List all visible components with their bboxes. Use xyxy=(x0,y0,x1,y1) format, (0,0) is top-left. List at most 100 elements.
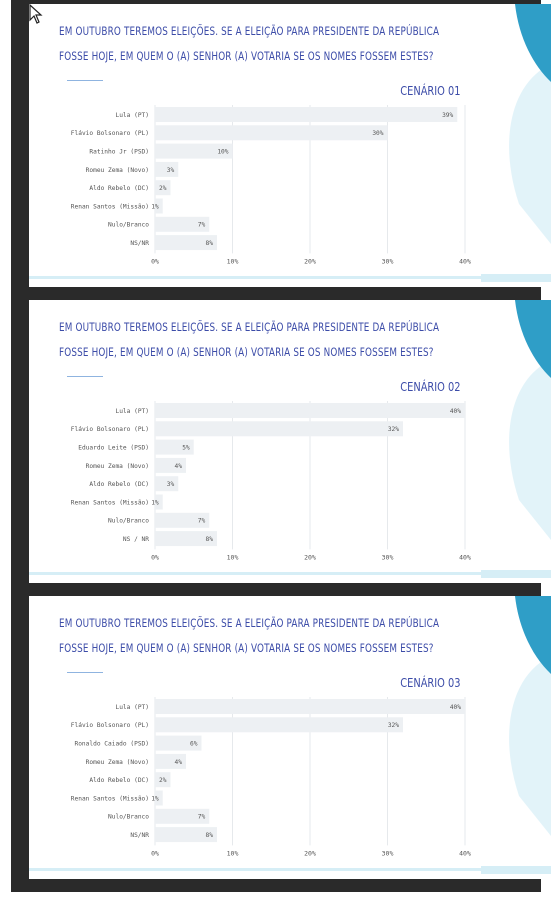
question-line-1: EM OUTUBRO TEREMOS ELEIÇÕES. SE A ELEIÇÃ… xyxy=(59,616,440,630)
x-tick-label: 10% xyxy=(227,849,239,857)
bar xyxy=(155,198,163,214)
category-label: Renan Santos (Missão) xyxy=(71,795,149,802)
category-label: NS / NR xyxy=(123,536,149,543)
question-line-1: EM OUTUBRO TEREMOS ELEIÇÕES. SE A ELEIÇÃ… xyxy=(59,24,440,38)
value-label: 8% xyxy=(206,832,214,839)
question-line-1: EM OUTUBRO TEREMOS ELEIÇÕES. SE A ELEIÇÃ… xyxy=(59,320,440,334)
value-label: 30% xyxy=(372,130,383,137)
category-label: Lula (PT) xyxy=(115,112,149,119)
x-tick-label: 40% xyxy=(459,553,471,561)
x-tick-label: 20% xyxy=(304,849,316,857)
decor-corner-shape xyxy=(515,4,551,82)
value-label: 6% xyxy=(190,741,198,748)
decor-corner-shape xyxy=(515,300,551,378)
value-label: 40% xyxy=(450,408,461,415)
cenario-02-decor xyxy=(29,300,551,578)
category-label: Aldo Rebelo (DC) xyxy=(89,185,149,192)
category-label: Romeu Zema (Novo) xyxy=(86,759,149,766)
bar xyxy=(155,512,210,528)
category-label: Lula (PT) xyxy=(115,408,149,415)
value-label: 7% xyxy=(198,518,206,525)
category-label: Ratinho Jr (PSD) xyxy=(89,149,149,156)
slide-cenario-01[interactable]: EM OUTUBRO TEREMOS ELEIÇÕES. SE A ELEIÇÃ… xyxy=(29,4,551,287)
slide-cenario-03[interactable]: EM OUTUBRO TEREMOS ELEIÇÕES. SE A ELEIÇÃ… xyxy=(29,596,551,879)
category-label: Flávio Bolsonaro (PL) xyxy=(71,129,149,137)
x-tick-label: 10% xyxy=(227,257,239,265)
category-label: Renan Santos (Missão) xyxy=(71,203,149,210)
value-label: 4% xyxy=(175,463,183,470)
x-tick-label: 0% xyxy=(151,257,159,265)
category-label: Lula (PT) xyxy=(115,704,149,711)
x-tick-label: 0% xyxy=(151,553,159,561)
bar xyxy=(155,772,171,788)
title-accent-line xyxy=(67,80,103,81)
category-label: NS/NR xyxy=(130,832,149,839)
bar xyxy=(155,180,171,196)
decor-bottom-block xyxy=(481,274,551,282)
question-line-2: FOSSE HOJE, EM QUEM O (A) SENHOR (A) VOT… xyxy=(59,345,434,359)
bar xyxy=(155,827,217,843)
chart-cenario-02: 0% 10% 20% 30% 40% Lula (PT) 40% Flávio Bolsona… xyxy=(71,401,471,561)
category-label: Ronaldo Caiado (PSD) xyxy=(74,741,149,748)
x-tick-label: 0% xyxy=(151,849,159,857)
question-line-2: FOSSE HOJE, EM QUEM O (A) SENHOR (A) VOT… xyxy=(59,641,434,655)
value-label: 10% xyxy=(217,149,228,156)
value-label: 32% xyxy=(388,426,399,433)
category-label: Nulo/Branco xyxy=(108,814,149,821)
value-label: 2% xyxy=(159,777,167,784)
x-tick-label: 20% xyxy=(304,553,316,561)
bar xyxy=(155,216,210,232)
bar xyxy=(155,753,186,769)
bar xyxy=(155,699,465,714)
value-label: 7% xyxy=(198,814,206,821)
title-accent-line xyxy=(67,672,103,673)
bar xyxy=(155,717,403,733)
category-label: Romeu Zema (Novo) xyxy=(86,167,149,174)
bar xyxy=(155,143,233,159)
value-label: 7% xyxy=(198,222,206,229)
scenario-label: CENÁRIO 01 xyxy=(400,84,461,98)
x-tick-label: 30% xyxy=(382,849,394,857)
decor-bottom-line xyxy=(29,276,534,279)
value-label: 32% xyxy=(388,722,399,729)
x-tick-label: 10% xyxy=(227,553,239,561)
value-label: 3% xyxy=(167,481,175,488)
value-label: 4% xyxy=(175,759,183,766)
bar xyxy=(155,531,217,547)
x-tick-label: 20% xyxy=(304,257,316,265)
bar xyxy=(155,125,388,141)
slide-cenario-02[interactable]: EM OUTUBRO TEREMOS ELEIÇÕES. SE A ELEIÇÃ… xyxy=(29,300,551,583)
decor-light-wave xyxy=(509,64,551,244)
category-label: Romeu Zema (Novo) xyxy=(86,463,149,470)
chart-cenario-03: 0% 10% 20% 30% 40% Lula (PT) 40% Flávio Bolsona… xyxy=(71,697,471,857)
category-label: Eduardo Leite (PSD) xyxy=(78,445,149,452)
value-label: 1% xyxy=(151,795,159,802)
value-label: 8% xyxy=(206,536,214,543)
decor-corner-shape xyxy=(515,596,551,674)
category-label: Flávio Bolsonaro (PL) xyxy=(71,425,149,433)
question-line-2: FOSSE HOJE, EM QUEM O (A) SENHOR (A) VOT… xyxy=(59,49,434,63)
value-label: 1% xyxy=(151,203,159,210)
x-tick-label: 40% xyxy=(459,849,471,857)
category-label: Aldo Rebelo (DC) xyxy=(89,481,149,488)
cenario-03-decor xyxy=(29,596,551,874)
bar xyxy=(155,235,217,251)
bar xyxy=(155,808,210,824)
title-accent-line xyxy=(67,376,103,377)
scenario-label: CENÁRIO 03 xyxy=(400,676,461,690)
x-tick-label: 30% xyxy=(382,553,394,561)
bar xyxy=(155,457,186,473)
bar xyxy=(155,403,465,418)
value-label: 2% xyxy=(159,185,167,192)
category-label: Renan Santos (Missão) xyxy=(71,499,149,506)
decor-bottom-block xyxy=(481,866,551,874)
decor-light-wave xyxy=(509,656,551,836)
scenario-label: CENÁRIO 02 xyxy=(400,380,461,394)
bar xyxy=(155,790,163,806)
cenario-01-decor xyxy=(29,4,551,282)
bar xyxy=(155,439,194,455)
category-label: Aldo Rebelo (DC) xyxy=(89,777,149,784)
bar xyxy=(155,161,179,177)
category-label: Nulo/Branco xyxy=(108,222,149,229)
value-label: 39% xyxy=(442,112,453,119)
